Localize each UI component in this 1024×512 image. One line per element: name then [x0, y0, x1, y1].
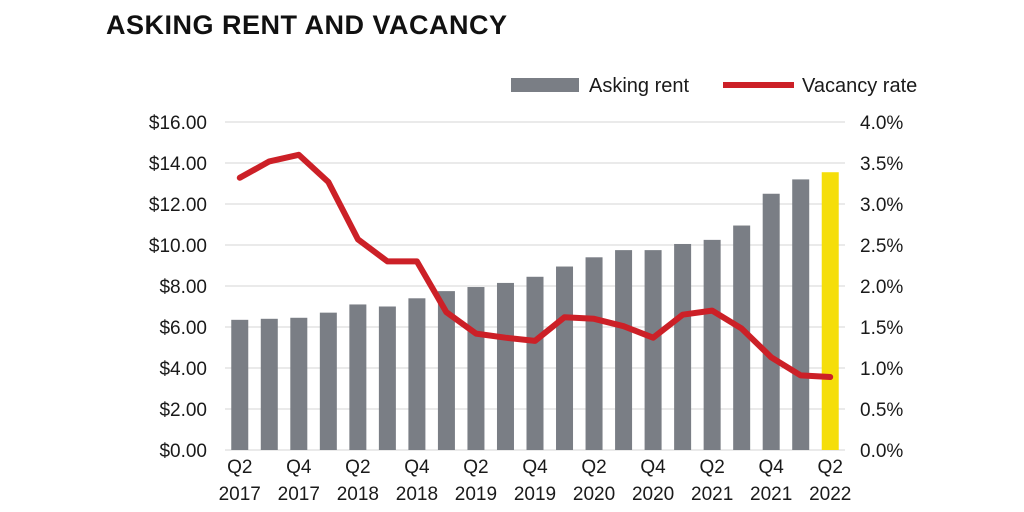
x-tick-label: 2022	[809, 484, 851, 505]
bar	[231, 319, 249, 450]
y-right-tick-label: 2.0%	[860, 277, 903, 298]
x-tick-label: Q2	[227, 457, 252, 478]
x-tick-label: Q2	[581, 457, 606, 478]
legend-label-vacancy-rate: Vacancy rate	[802, 75, 917, 97]
bar	[496, 282, 514, 450]
x-tick-label: Q4	[286, 457, 312, 478]
bar	[674, 243, 692, 450]
y-left-tick-label: $6.00	[159, 318, 207, 339]
bar	[821, 172, 839, 450]
x-tick-label: 2020	[573, 484, 615, 505]
bar	[437, 291, 455, 450]
x-tick-label: 2018	[337, 484, 379, 505]
y-left-tick-label: $2.00	[159, 400, 207, 421]
y-right-tick-label: 0.0%	[860, 441, 903, 462]
y-left-tick-label: $8.00	[159, 277, 207, 298]
bar	[290, 317, 308, 450]
x-tick-label: 2017	[219, 484, 261, 505]
y-left-tick-label: $4.00	[159, 359, 207, 380]
bar	[319, 312, 337, 450]
bar	[762, 193, 780, 450]
x-tick-label: 2021	[750, 484, 792, 505]
y-right-tick-label: 0.5%	[860, 400, 903, 421]
y-left-tick-label: $16.00	[149, 113, 207, 134]
x-tick-label: 2021	[691, 484, 733, 505]
y-right-tick-label: 2.5%	[860, 236, 903, 257]
x-tick-label: 2017	[278, 484, 320, 505]
y-right-tick-label: 1.0%	[860, 359, 903, 380]
x-tick-label: Q2	[699, 457, 724, 478]
x-tick-label: Q4	[640, 457, 666, 478]
bar	[378, 306, 396, 450]
bar	[260, 318, 278, 450]
y-right-tick-label: 1.5%	[860, 318, 903, 339]
chart-title: ASKING RENT AND VACANCY	[106, 10, 508, 40]
x-tick-label: 2019	[514, 484, 556, 505]
x-tick-label: 2019	[455, 484, 497, 505]
x-tick-label: Q2	[345, 457, 370, 478]
bar	[703, 239, 721, 450]
x-tick-label: Q4	[522, 457, 548, 478]
bar	[349, 304, 367, 450]
bar	[467, 287, 485, 450]
x-tick-label: Q4	[404, 457, 430, 478]
legend-label-asking-rent: Asking rent	[589, 75, 689, 97]
bar	[792, 179, 810, 450]
y-left-tick-label: $0.00	[159, 441, 207, 462]
x-tick-label: Q2	[463, 457, 488, 478]
x-tick-label: Q4	[759, 457, 785, 478]
y-right-tick-label: 3.0%	[860, 195, 903, 216]
x-tick-label: 2020	[632, 484, 674, 505]
bar	[615, 250, 633, 450]
x-tick-label: 2018	[396, 484, 438, 505]
y-left-tick-label: $14.00	[149, 154, 207, 175]
vacancy-rate-line	[236, 151, 834, 380]
bar	[585, 257, 603, 450]
bar	[733, 225, 751, 450]
y-left-tick-label: $12.00	[149, 195, 207, 216]
y-right-tick-label: 4.0%	[860, 113, 903, 134]
x-tick-label: Q2	[818, 457, 843, 478]
y-right-tick-label: 3.5%	[860, 154, 903, 175]
legend-swatch-asking-rent	[511, 78, 579, 92]
bar	[408, 298, 426, 450]
bar	[644, 250, 662, 450]
y-left-tick-label: $10.00	[149, 236, 207, 257]
bar	[526, 276, 544, 450]
bar	[556, 266, 574, 450]
